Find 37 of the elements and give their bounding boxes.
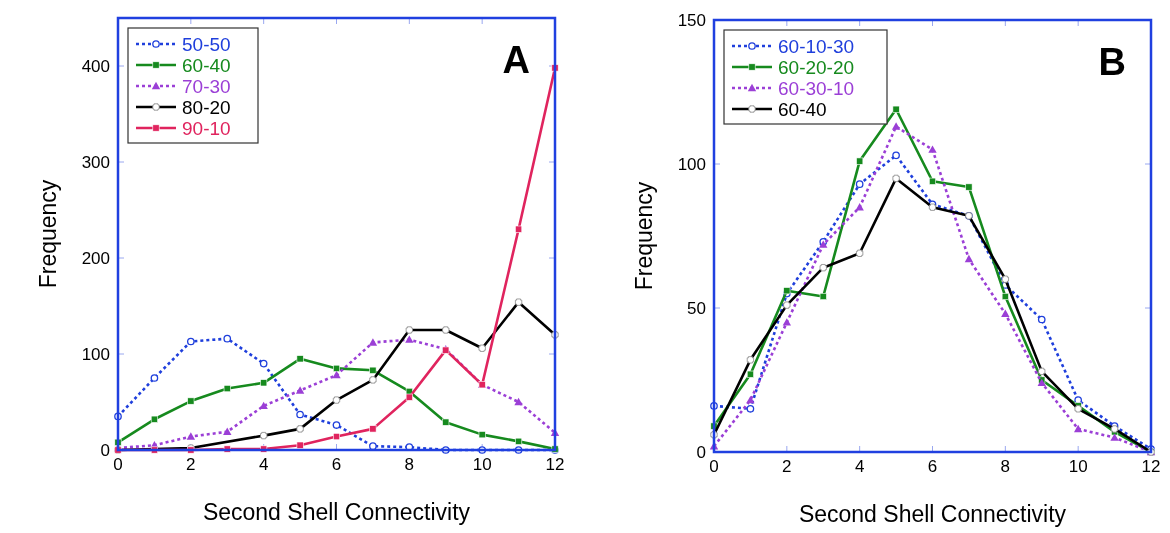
y-tick-label: 150 [677,10,706,30]
legend-label: 60-10-30 [778,35,855,57]
y-tick-label: 300 [81,152,110,172]
x-tick-label: 4 [854,457,865,476]
x-axis-title: Second Shell Connectivity [202,499,471,525]
x-tick-label: 10 [1068,457,1088,476]
text: B [1098,41,1126,83]
y-axis-title: Frequency [35,179,61,289]
text: A [502,39,530,81]
x-tick-label: 12 [1141,457,1161,476]
x-tick-label: 10 [472,455,492,474]
x-tick-label: 0 [709,457,719,476]
x-tick-label: 6 [331,455,342,474]
x-tick-label: 8 [404,455,415,474]
x-tick-label: 0 [113,455,123,474]
legend-label: 60-40 [778,98,827,120]
y-tick-label: 400 [81,56,110,76]
x-tick-label: 2 [782,457,792,476]
legend-label: 70-30 [182,75,231,97]
y-tick-label: 50 [687,298,706,318]
y-tick-label: 0 [100,440,110,460]
legend-label: 60-20-20 [778,56,855,78]
x-tick-label: 12 [545,455,565,474]
y-tick-label: 200 [81,248,110,268]
y-tick-label: 100 [81,344,110,364]
x-tick-label: 4 [258,455,269,474]
legend-label: 80-20 [182,96,231,118]
x-tick-label: 6 [927,457,938,476]
x-axis-title: Second Shell Connectivity [798,501,1067,527]
x-tick-label: 2 [186,455,196,474]
legend-label: 60-30-10 [778,77,855,99]
legend-label: 60-40 [182,54,231,76]
legend-label: 50-50 [182,33,231,55]
y-axis-title: Frequency [631,181,657,291]
x-tick-label: 8 [1000,457,1011,476]
legend-label: 90-10 [182,117,231,139]
y-tick-label: 100 [677,154,706,174]
